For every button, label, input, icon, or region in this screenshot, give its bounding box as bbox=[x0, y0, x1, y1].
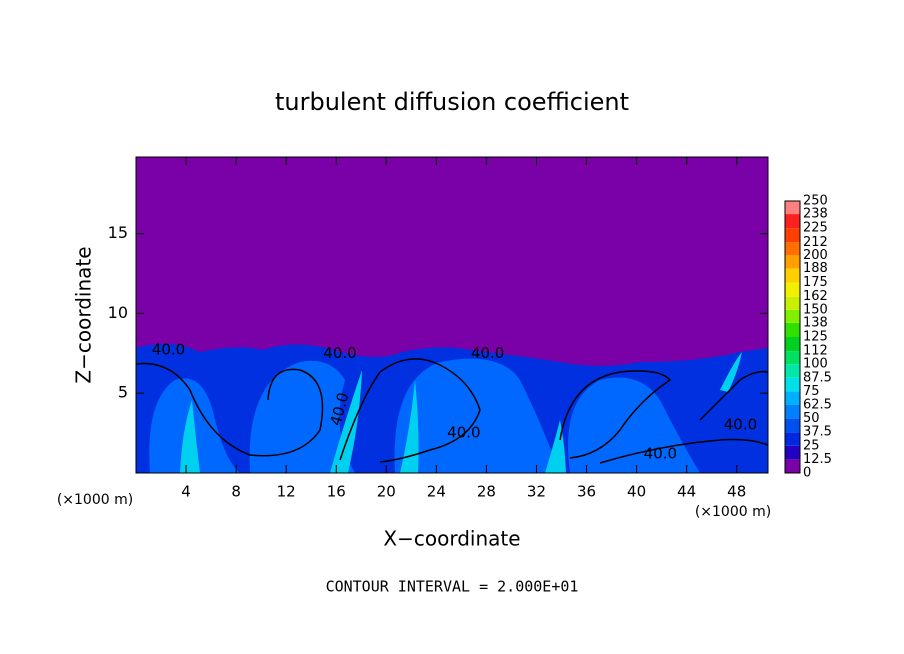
x-tick-label: 40 bbox=[627, 483, 646, 501]
colorbar-label: 212 bbox=[803, 235, 828, 250]
colorbar-label: 150 bbox=[803, 302, 828, 317]
contour-label: 40.0 bbox=[724, 416, 757, 434]
colorbar-segment bbox=[785, 282, 800, 297]
colorbar-segment bbox=[785, 255, 800, 269]
colorbar-label: 25 bbox=[803, 438, 820, 453]
colorbar-segment bbox=[785, 405, 800, 419]
x-tick-label: 48 bbox=[727, 483, 746, 501]
colorbar-label: 188 bbox=[803, 261, 828, 276]
colorbar-label: 125 bbox=[803, 330, 828, 345]
colorbar-label: 87.5 bbox=[803, 370, 832, 385]
colorbar-label: 138 bbox=[803, 315, 828, 330]
y-tick-label: 10 bbox=[108, 303, 128, 322]
colorbar-segment bbox=[785, 364, 800, 378]
chart-title: turbulent diffusion coefficient bbox=[275, 88, 629, 116]
colorbar-label: 0 bbox=[803, 466, 811, 481]
x-tick-label: 12 bbox=[277, 483, 296, 501]
x-tick-label: 36 bbox=[577, 483, 596, 501]
contour-label: 40.0 bbox=[447, 424, 480, 442]
x-tick-label: 44 bbox=[677, 483, 696, 501]
x-tick-label: 24 bbox=[427, 483, 446, 501]
colorbar-segment bbox=[785, 296, 800, 310]
x-tick-label: 16 bbox=[327, 483, 346, 501]
colorbar-label: 162 bbox=[803, 289, 828, 304]
colorbar-label: 250 bbox=[803, 194, 828, 209]
colorbar-segment bbox=[785, 418, 800, 433]
colorbar-segment bbox=[785, 445, 800, 460]
y-tick-label: 15 bbox=[108, 223, 128, 242]
colorbar-label: 238 bbox=[803, 207, 828, 222]
colorbar-segment bbox=[785, 337, 800, 352]
x-tick-label: 32 bbox=[527, 483, 546, 501]
colorbar-segment bbox=[785, 228, 800, 243]
colorbar-segment bbox=[785, 391, 800, 405]
colorbar-label: 175 bbox=[803, 275, 828, 290]
x-unit-right: (×1000 m) bbox=[695, 504, 771, 520]
contour-label: 40.0 bbox=[323, 344, 356, 362]
colorbar-frame bbox=[784, 200, 801, 474]
colorbar-label: 225 bbox=[803, 221, 828, 236]
field bbox=[135, 157, 769, 473]
colorbar-segment bbox=[785, 377, 800, 392]
colorbar-segment bbox=[785, 432, 800, 446]
footer-note: CONTOUR INTERVAL = 2.000E+01 bbox=[326, 578, 579, 596]
x-tick-label: 20 bbox=[377, 483, 396, 501]
colorbar-label: 112 bbox=[803, 344, 828, 359]
colorbar-segment bbox=[785, 322, 800, 337]
colorbar-label: 200 bbox=[803, 248, 828, 263]
field-mid bbox=[149, 358, 701, 473]
plot-frame bbox=[135, 156, 769, 474]
x-tick-label: 8 bbox=[231, 483, 241, 501]
x-tick-label: 4 bbox=[181, 483, 191, 501]
colorbar-segment bbox=[785, 214, 800, 229]
contour-label: 40.0 bbox=[471, 344, 504, 362]
colorbar-segment bbox=[785, 242, 800, 256]
colorbar-label: 100 bbox=[803, 357, 828, 372]
contour-label: 40.0 bbox=[644, 444, 677, 462]
colorbar-label: 37.5 bbox=[803, 425, 832, 440]
contour-label: 40.0 bbox=[152, 341, 185, 359]
y-tick-label: 5 bbox=[118, 383, 128, 402]
colorbar-label: 62.5 bbox=[803, 398, 832, 413]
colorbar-label: 50 bbox=[803, 411, 820, 426]
colorbar-label: 12.5 bbox=[803, 452, 832, 467]
colorbar-segment bbox=[785, 201, 800, 215]
colorbar-segment bbox=[785, 309, 800, 323]
y-axis-label: Z−coordinate bbox=[72, 246, 96, 383]
colorbar-segment bbox=[785, 459, 800, 473]
colorbar-label: 75 bbox=[803, 384, 820, 399]
colorbar-segment bbox=[785, 351, 800, 365]
x-axis-label: X−coordinate bbox=[383, 527, 520, 551]
colorbar-segment bbox=[785, 268, 800, 283]
x-tick-label: 28 bbox=[477, 483, 496, 501]
contour-lines bbox=[135, 358, 769, 464]
x-unit-left: (×1000 m) bbox=[57, 492, 133, 508]
